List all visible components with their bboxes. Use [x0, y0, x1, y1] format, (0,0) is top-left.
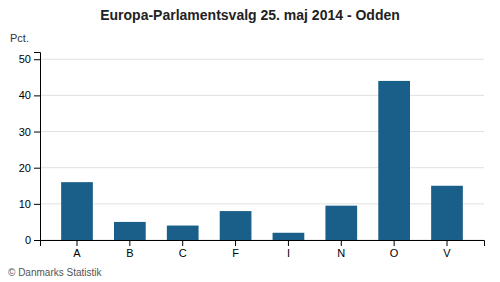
- grid-line: [40, 95, 484, 96]
- x-axis: ABCFINOV: [41, 240, 485, 259]
- tick: A: [73, 240, 81, 259]
- tick-label: B: [126, 247, 133, 259]
- tick-label: 20: [19, 162, 31, 174]
- tick-label: O: [390, 247, 399, 259]
- tick-label: 10: [19, 198, 31, 210]
- grid-line: [40, 203, 484, 204]
- tick-mark: [34, 132, 40, 133]
- tick-mark: [394, 240, 395, 246]
- tick-label: I: [287, 247, 290, 259]
- grid: [40, 59, 484, 240]
- tick-label: 30: [19, 126, 31, 138]
- tick-label: C: [179, 247, 187, 259]
- grid-line: [40, 167, 484, 168]
- axis-line: [34, 53, 41, 241]
- grid-line: [40, 59, 484, 60]
- tick-label: 40: [19, 89, 31, 101]
- tick: V: [443, 240, 451, 259]
- bar: [431, 186, 463, 240]
- tick-label: V: [443, 247, 451, 259]
- footer: © Danmarks Statistik: [8, 267, 103, 278]
- tick: 0: [25, 234, 40, 246]
- tick: 40: [19, 89, 40, 101]
- chart: Europa-Parlamentsvalg 25. maj 2014 - Odd…: [0, 0, 500, 282]
- tick: 50: [19, 53, 40, 65]
- tick-mark: [34, 59, 40, 60]
- bar: [167, 226, 199, 240]
- bar: [325, 206, 357, 240]
- axis-line: [41, 241, 485, 247]
- tick-mark: [129, 240, 130, 246]
- tick-mark: [447, 240, 448, 246]
- tick: 20: [19, 162, 40, 174]
- tick-label: 50: [19, 53, 31, 65]
- tick: C: [179, 240, 187, 259]
- tick-label: 0: [25, 234, 31, 246]
- tick-mark: [288, 240, 289, 246]
- bar: [61, 182, 93, 240]
- bar: [220, 211, 252, 240]
- tick-mark: [34, 168, 40, 169]
- tick-mark: [34, 204, 40, 205]
- tick: O: [390, 240, 399, 259]
- tick-mark: [182, 240, 183, 246]
- tick-mark: [34, 240, 40, 241]
- plot: 0 10 20 30 40 50 A B C F I N O V: [19, 53, 485, 259]
- bar: [273, 233, 305, 240]
- tick-label: F: [232, 247, 239, 259]
- tick-label: A: [73, 247, 81, 259]
- tick: B: [126, 240, 133, 259]
- bar: [114, 222, 146, 240]
- title: Europa-Parlamentsvalg 25. maj 2014 - Odd…: [100, 7, 400, 23]
- grid-line: [40, 131, 484, 132]
- tick-mark: [235, 240, 236, 246]
- tick: I: [287, 240, 290, 259]
- tick-label: N: [337, 247, 345, 259]
- tick-mark: [34, 95, 40, 96]
- bar: [378, 81, 410, 240]
- tick: N: [337, 240, 345, 259]
- tick-mark: [341, 240, 342, 246]
- tick-mark: [77, 240, 78, 246]
- tick: F: [232, 240, 239, 259]
- y-axis: 0 10 20 30 40 50: [19, 53, 41, 247]
- tick: 10: [19, 198, 40, 210]
- axis-label: Pct.: [10, 32, 29, 44]
- bars: [61, 81, 463, 240]
- tick: 30: [19, 126, 40, 138]
